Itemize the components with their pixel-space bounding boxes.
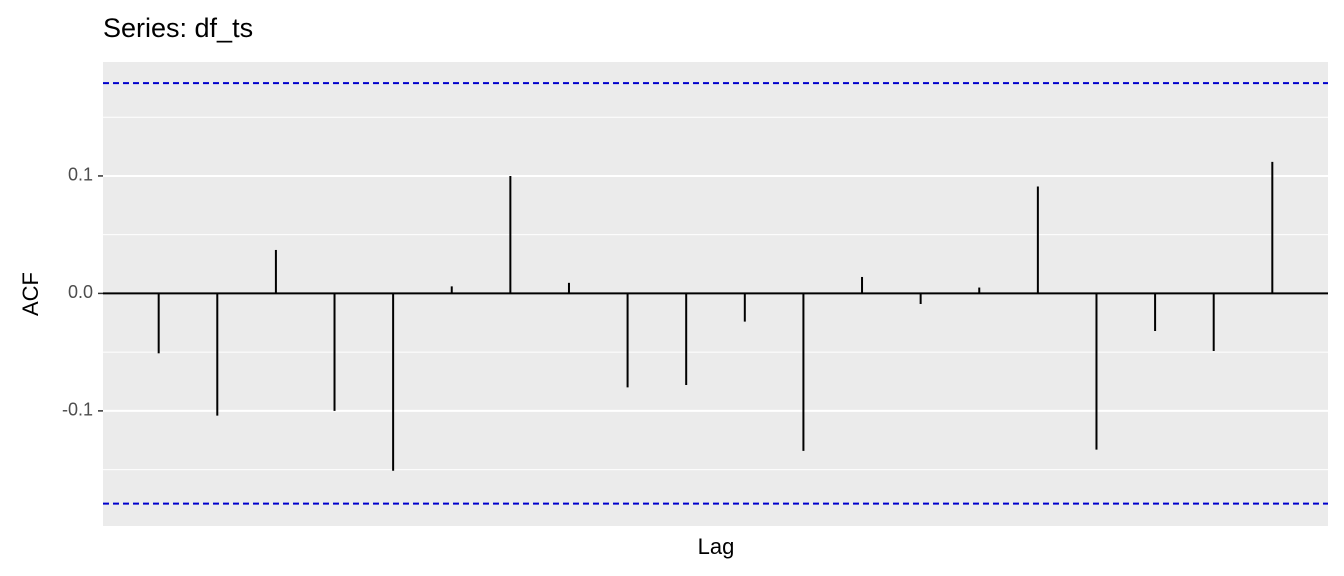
y-tick-label: 0.1 <box>68 165 93 185</box>
y-axis-label: ACF <box>18 272 43 316</box>
x-axis-label: Lag <box>698 534 735 559</box>
y-tick-label: 0.0 <box>68 282 93 302</box>
chart-title: Series: df_ts <box>103 13 253 43</box>
y-tick-label: -0.1 <box>62 400 93 420</box>
